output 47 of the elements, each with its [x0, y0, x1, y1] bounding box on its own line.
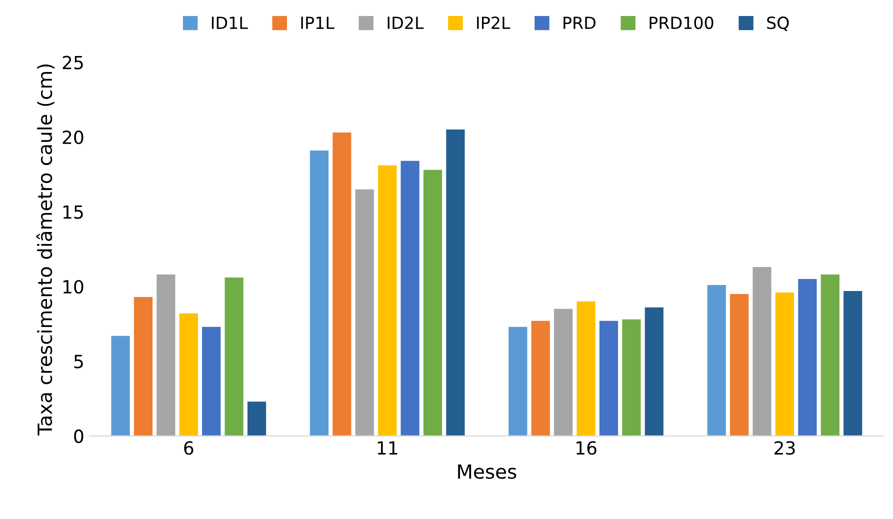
- bar: [355, 189, 374, 436]
- bar: [599, 320, 618, 436]
- legend-label: SQ: [767, 16, 789, 32]
- y-tick-label: 10: [63, 280, 84, 294]
- y-tick-label: 20: [62, 130, 84, 144]
- bar: [156, 274, 176, 436]
- bar: [622, 319, 641, 436]
- y-tick-label: 25: [62, 56, 83, 70]
- bar: [111, 336, 130, 436]
- legend-label: PRD: [564, 16, 596, 29]
- bar: [179, 313, 198, 436]
- bar: [224, 278, 244, 436]
- bar: [446, 130, 465, 436]
- bar: [531, 320, 550, 436]
- bar: [332, 132, 352, 436]
- legend-label: IP2L: [477, 16, 510, 29]
- bar: [400, 160, 420, 436]
- bar: [820, 274, 840, 436]
- bar: [202, 326, 221, 436]
- x-tick-label: 6: [184, 441, 194, 455]
- legend-label: PRD100: [650, 16, 714, 30]
- y-axis-title: Taxa crescimento diâmetro caule (cm): [36, 64, 54, 436]
- legend-label: ID2L: [388, 16, 424, 29]
- legend-label: IP1L: [301, 16, 334, 29]
- x-tick-label: 16: [576, 441, 596, 455]
- bar: [134, 296, 153, 436]
- bar: [576, 301, 596, 436]
- bar: [798, 279, 817, 436]
- bar: [310, 150, 329, 436]
- bar: [752, 267, 772, 436]
- bar: [247, 402, 266, 436]
- legend-label: ID1L: [212, 16, 248, 29]
- bar: [844, 290, 862, 436]
- y-tick-label: 15: [63, 205, 83, 219]
- x-tick-label: 11: [378, 441, 398, 455]
- bar: [554, 308, 573, 436]
- x-tick-label: 23: [774, 441, 795, 455]
- bar: [730, 294, 749, 436]
- bar: [775, 292, 794, 436]
- bar: [644, 307, 664, 436]
- bar: [378, 165, 397, 436]
- bar: [423, 170, 442, 436]
- bar: [707, 284, 726, 436]
- x-axis-title: Meses: [458, 464, 516, 479]
- bar: [508, 326, 528, 436]
- y-tick-label: 0: [74, 429, 84, 444]
- y-tick-label: 5: [74, 354, 83, 368]
